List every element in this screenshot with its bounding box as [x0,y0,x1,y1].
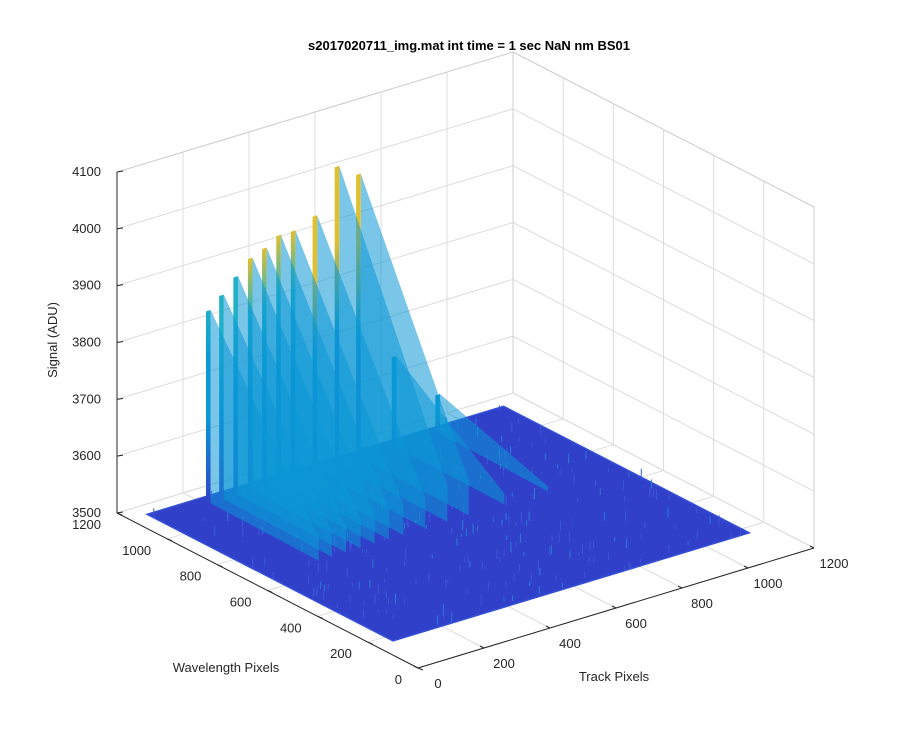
peak-155 [205,310,211,505]
z-tick [116,341,124,343]
z-tick [116,170,124,173]
side-wall-grid-line [512,278,815,435]
y-tick-label: 1000 [122,543,151,558]
x-tick-label: 0 [434,676,441,691]
x-tick [413,665,419,669]
z-tick-label: 3900 [72,278,101,293]
y-tick [267,590,273,593]
side-wall-grid-line [512,165,815,322]
side-wall-grid-line [512,108,815,265]
y-tick-label: 600 [230,595,252,610]
x-tick [545,625,551,629]
surface-mesh [145,165,752,642]
z-tick-label: 4000 [72,221,101,236]
x-tick [479,645,485,649]
side-wall-grid-line [512,222,815,378]
z-tick [116,284,124,287]
z-tick-label: 3600 [72,448,101,463]
z-tick-label: 3500 [72,505,101,520]
surface-floor [145,405,752,642]
y-tick [166,538,173,542]
y-tick-label: 400 [280,620,302,635]
z-axis-label: Signal (ADU) [45,302,60,378]
box-edge [116,51,514,173]
peak-ridge-tail [210,310,319,561]
y-tick [417,667,424,671]
peak-ridge-tail [439,393,548,492]
z-tick-label: 4100 [72,164,101,179]
z-tick [116,397,124,400]
box-edge [512,51,815,208]
y-tick [367,641,374,645]
y-tick [317,615,323,619]
x-tick-label: 200 [493,656,515,671]
z-tick [116,511,124,514]
x-axis-label: Track Pixels [579,669,650,684]
x-tick [611,605,617,609]
y-axis-label: Wavelength Pixels [173,660,280,675]
side-wall-grid-line [512,335,815,492]
x-tick-label: 400 [559,636,581,651]
x-tick-label: 1200 [820,556,849,571]
axes-lines [116,170,815,671]
y-tick-label: 1200 [72,517,101,532]
z-tick [116,227,124,230]
tick-labels: 3500360037003800390040004100020040060080… [72,164,848,691]
x-tick [743,565,749,569]
y-tick-label: 0 [395,672,402,687]
back-wall-grid-line [116,108,514,230]
y-tick-label: 200 [330,646,352,661]
chart-title: s2017020711_img.mat int time = 1 sec NaN… [308,38,630,53]
x-tick-label: 800 [691,596,713,611]
x-tick-label: 1000 [754,576,783,591]
x-tick-label: 600 [625,616,647,631]
y-tick-label: 800 [180,569,202,584]
z-tick-label: 3800 [72,335,101,350]
side-wall-grid-line [512,392,815,549]
x-tick [677,585,683,589]
x-tick [809,545,815,549]
y-tick [116,512,123,516]
z-tick-label: 3700 [72,391,101,406]
y-tick [217,564,223,568]
z-tick [116,454,124,457]
